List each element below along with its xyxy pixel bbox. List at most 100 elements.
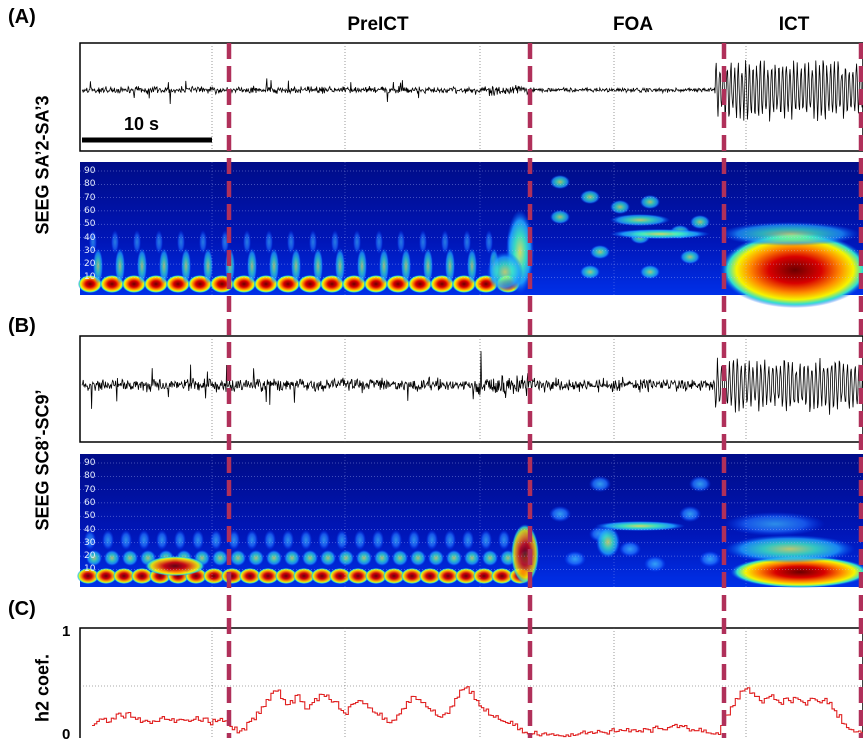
spectral-blob [248, 550, 264, 566]
panel-c-h2-chart [79, 627, 863, 738]
spectral-blob [275, 568, 297, 584]
spectral-blob [640, 265, 660, 279]
spectral-blob [610, 229, 710, 239]
spectral-blob [210, 530, 222, 550]
spectral-blob [329, 568, 351, 584]
spectral-blob [589, 476, 611, 492]
spectral-blob [122, 550, 138, 566]
spectral-blob [549, 506, 571, 522]
spectral-blob [199, 230, 207, 254]
spectral-blob [354, 530, 366, 550]
spectral-blob [720, 222, 860, 246]
spectral-blob [725, 535, 855, 563]
spectral-blob [265, 230, 273, 254]
spectral-blob [699, 551, 721, 567]
spectrogram-ytick: 60 [84, 497, 96, 508]
spectral-blob [680, 250, 700, 264]
spectral-blob [374, 550, 390, 566]
spectral-blob [397, 230, 405, 254]
spectral-blob [181, 248, 191, 284]
spectral-blob [464, 550, 480, 566]
spectral-blob [487, 252, 523, 292]
spectral-blob [192, 530, 204, 550]
spectral-blob [282, 530, 294, 550]
spectral-blob [580, 190, 600, 204]
spectral-blob [690, 215, 710, 229]
panel-b-spectrogram-grid [80, 454, 863, 587]
spectral-blob [550, 210, 570, 224]
spectral-blob [318, 530, 330, 550]
spectral-blob [482, 550, 498, 566]
spectral-blob [383, 568, 405, 584]
panel-a-spectrogram [78, 162, 863, 308]
spectrogram-ytick: 80 [84, 179, 96, 190]
spectral-blob [269, 248, 279, 284]
spectral-blob [401, 568, 423, 584]
phase-markers [226, 43, 863, 738]
spectral-blob [291, 248, 301, 284]
panel-b-label: (B) [8, 315, 36, 337]
spectral-blob [77, 568, 99, 584]
spectral-blob [246, 530, 258, 550]
spectral-blob [365, 568, 387, 584]
h2-ylabel: h2 coef. [32, 653, 53, 723]
spectrogram-ytick: 30 [84, 245, 96, 256]
spectral-blob [644, 556, 666, 572]
spectral-blob [473, 568, 495, 584]
panel-c-grid [80, 628, 863, 738]
spectral-blob [264, 530, 276, 550]
spectral-blob [155, 230, 163, 254]
spectral-blob [115, 248, 125, 284]
spectrogram-ytick: 90 [84, 458, 96, 468]
spectral-blob [408, 530, 420, 550]
spectral-blob [590, 245, 610, 259]
spectral-blob [84, 530, 96, 550]
spectral-blob [331, 230, 339, 254]
spectral-blob [243, 230, 251, 254]
spectral-blob [689, 476, 711, 492]
panel-a-trace [79, 42, 863, 152]
spectral-blob [580, 265, 600, 279]
spectral-blob [336, 530, 348, 550]
spectral-blob [131, 568, 153, 584]
phase-label-preict: PreICT [347, 14, 409, 35]
spectral-blob [445, 248, 455, 284]
channel-label-b: SEEG SC8’-SC9’ [32, 389, 53, 531]
panel-b-trace [79, 335, 863, 443]
spectral-blob [426, 530, 438, 550]
spectral-blob [203, 248, 213, 284]
spectral-blob [491, 568, 513, 584]
spectrogram-ytick: 30 [84, 537, 96, 548]
phase-label-foa: FOA [612, 14, 654, 35]
spectral-blob [419, 230, 427, 254]
spectral-blob [156, 530, 168, 550]
spectral-blob [102, 530, 114, 550]
panel-c-label: (C) [8, 598, 36, 620]
spectrogram-ytick: 70 [84, 192, 96, 203]
spectral-blob [467, 248, 477, 284]
spectral-blob [239, 568, 261, 584]
spectral-blob [730, 556, 863, 588]
spectral-blob [120, 530, 132, 550]
spectrogram-ytick: 60 [84, 205, 96, 216]
spectral-blob [725, 512, 825, 536]
spectral-blob [441, 230, 449, 254]
spectrogram-ytick: 10 [84, 564, 96, 575]
spectral-blob [379, 248, 389, 284]
panel-b-spectrogram [77, 454, 863, 588]
spectral-blob [113, 568, 135, 584]
spectral-blob [428, 550, 444, 566]
spectral-blob [463, 230, 471, 254]
spectral-blob [640, 195, 660, 209]
panel-a-spectrogram-grid [80, 162, 863, 295]
spectrogram-ytick: 40 [84, 524, 96, 535]
spectral-blob [392, 550, 408, 566]
spectral-blob [177, 230, 185, 254]
spectral-blob [221, 568, 243, 584]
panel-a-trace-frame [79, 42, 863, 152]
spectrogram-ytick: 20 [84, 551, 96, 562]
spectral-blob [596, 526, 620, 558]
spectral-blob [679, 506, 701, 522]
spectral-blob [203, 568, 225, 584]
